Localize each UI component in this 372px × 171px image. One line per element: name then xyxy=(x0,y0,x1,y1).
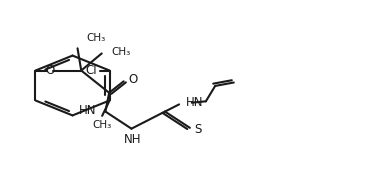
Text: NH: NH xyxy=(124,133,141,146)
Text: CH₃: CH₃ xyxy=(93,120,112,130)
Text: O: O xyxy=(129,73,138,87)
Text: HN: HN xyxy=(185,96,203,109)
Text: HN: HN xyxy=(78,104,96,117)
Text: S: S xyxy=(195,122,202,136)
Text: CH₃: CH₃ xyxy=(111,47,130,57)
Text: Cl: Cl xyxy=(86,64,97,77)
Text: CH₃: CH₃ xyxy=(87,33,106,43)
Text: O: O xyxy=(45,64,54,77)
